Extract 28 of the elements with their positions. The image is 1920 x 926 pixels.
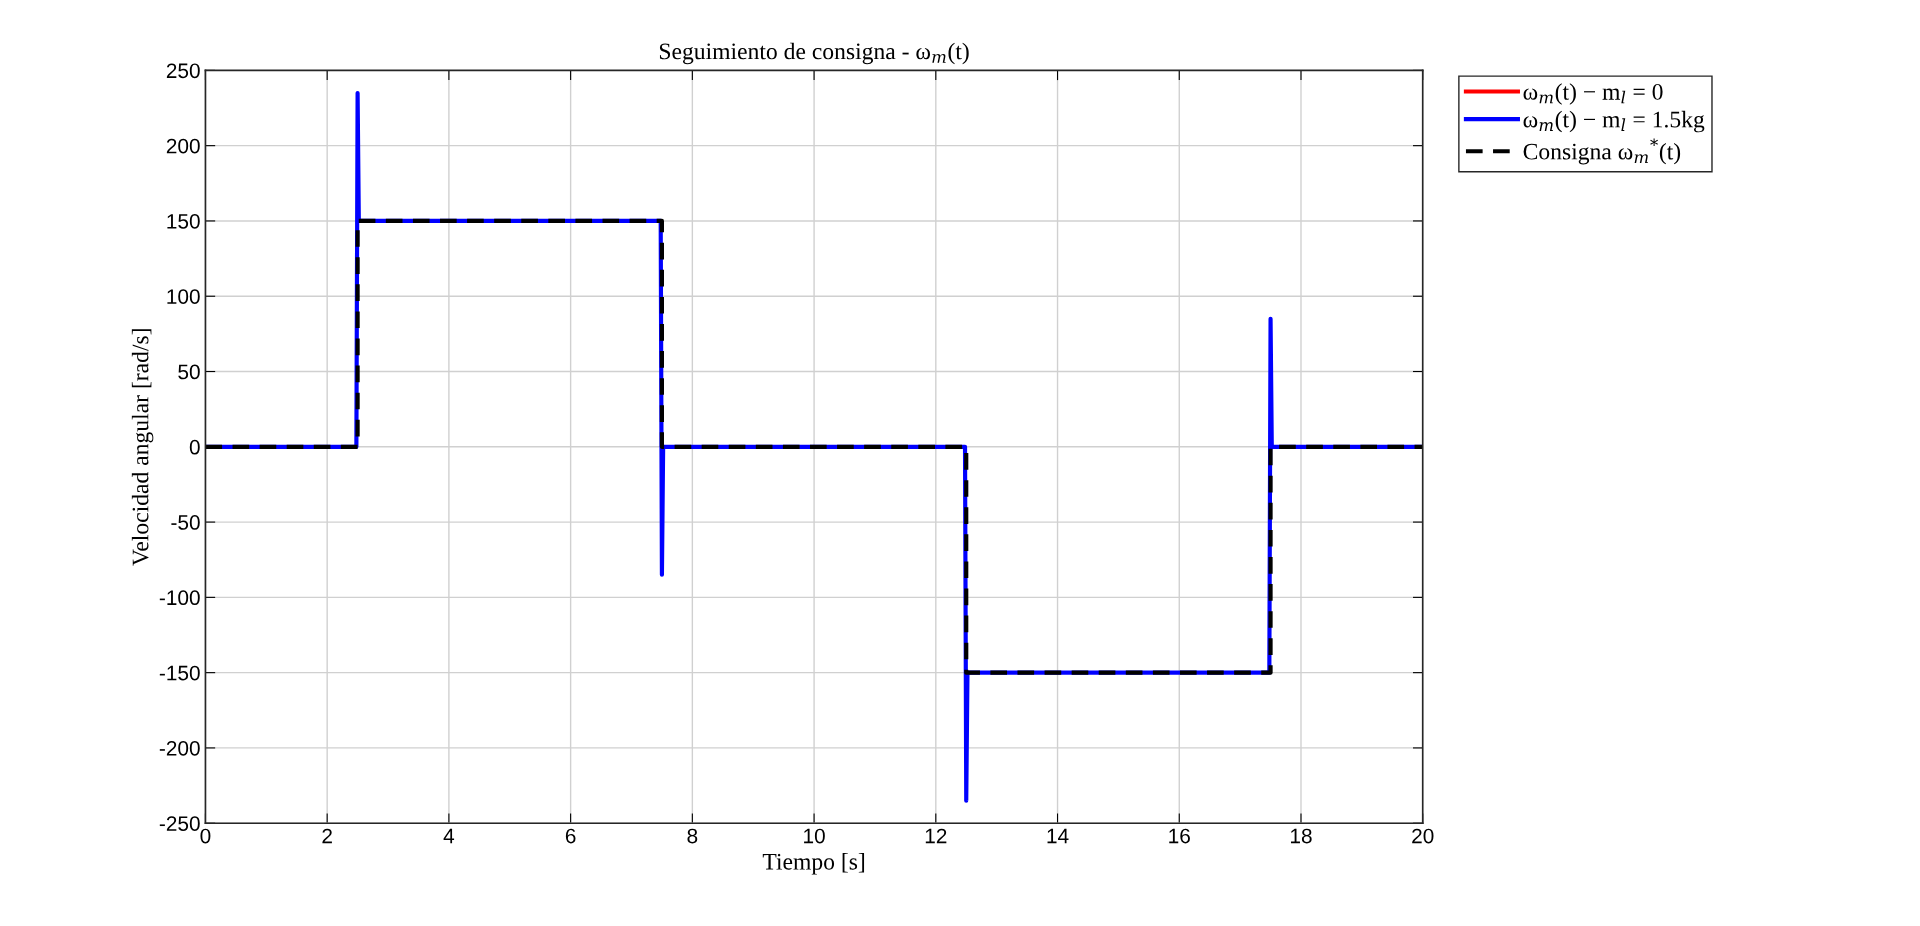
x-tick-label: 14 xyxy=(1047,828,1069,844)
y-tick-label: 50 xyxy=(178,364,200,380)
legend-label: Consigna ω$_{m}$$^{*}$(t) xyxy=(1523,138,1681,165)
legend-label: ω$_{m}$(t) − m$_{l}$ = 0 xyxy=(1523,83,1663,105)
y-tick-label: 100 xyxy=(167,289,200,304)
x-tick-label: 16 xyxy=(1169,828,1190,844)
y-tick-label: 200 xyxy=(166,138,200,154)
x-tick-label: 12 xyxy=(925,828,947,844)
x-tick-label: 0 xyxy=(200,828,211,844)
x-tick-label: 10 xyxy=(804,828,825,844)
y-tick-label: 0 xyxy=(189,439,200,455)
x-tick-label: 20 xyxy=(1412,828,1434,844)
x-tick-label: 18 xyxy=(1291,828,1312,844)
y-tick-label: -50 xyxy=(171,515,200,530)
y-tick-label: -150 xyxy=(159,665,200,681)
legend-label: ω$_{m}$(t) − m$_{l}$ = 1.5kg xyxy=(1523,110,1705,133)
x-tick-label: 6 xyxy=(565,828,576,844)
y-tick-label: -200 xyxy=(159,740,200,756)
chart-title: Seguimiento de consigna - ω$_{m}$(t) xyxy=(659,42,969,65)
y-tick-label: 150 xyxy=(167,213,200,229)
y-axis-title: Velocidad angular [rad/s] xyxy=(131,329,154,566)
x-tick-label: 2 xyxy=(322,828,332,844)
y-tick-label: -250 xyxy=(159,816,200,831)
x-tick-label: 8 xyxy=(687,828,698,844)
y-tick-label: 250 xyxy=(166,63,200,79)
x-axis-title: Tiempo [s] xyxy=(762,853,865,875)
x-tick-label: 4 xyxy=(443,828,455,844)
y-tick-label: -100 xyxy=(159,590,200,606)
